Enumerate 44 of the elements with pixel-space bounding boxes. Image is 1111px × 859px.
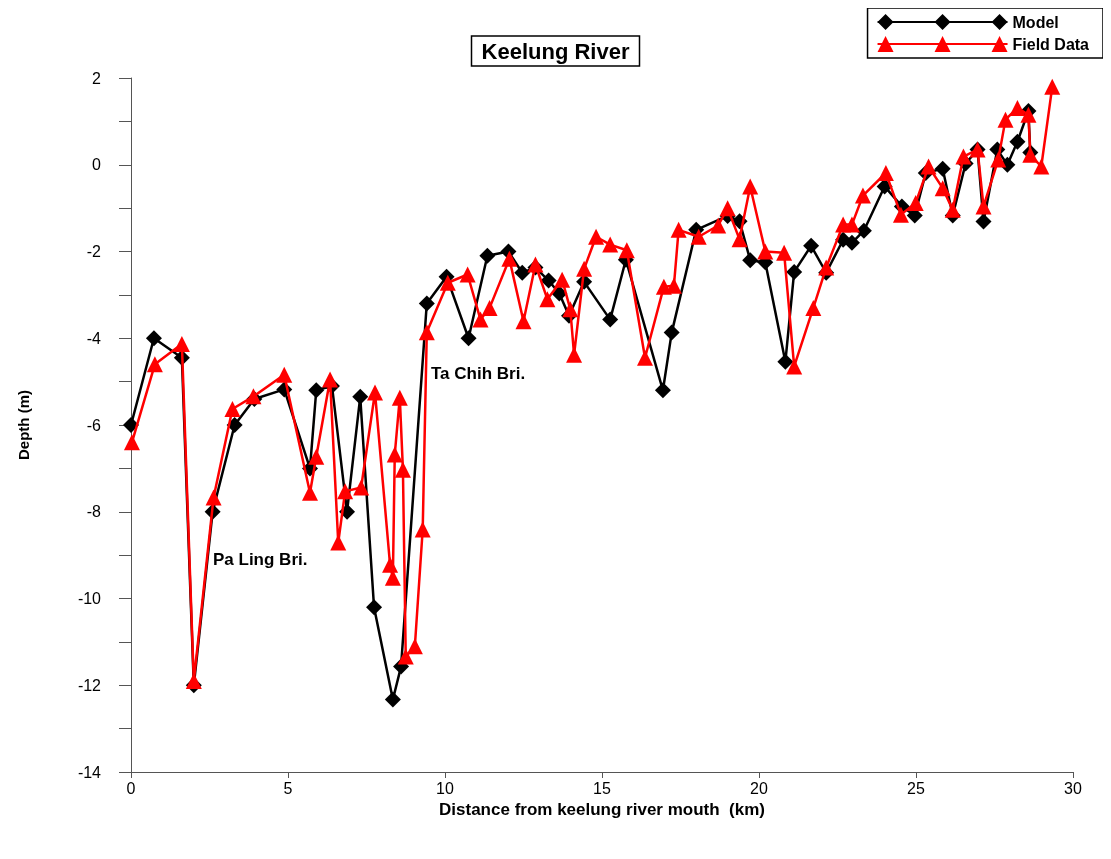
y-tick-label: -12: [77, 676, 102, 694]
x-tick-label: 30: [1064, 779, 1082, 797]
point: [777, 353, 794, 370]
legend-label: Field Data: [1012, 35, 1090, 53]
point: [352, 388, 369, 405]
x-tick-label: 10: [436, 779, 454, 797]
point: [540, 272, 557, 289]
point: [460, 330, 477, 347]
point: [145, 330, 162, 347]
chart-title: Keelung River: [481, 38, 630, 64]
y-tick-label: 2: [92, 69, 102, 87]
y-tick-label: -2: [86, 243, 102, 260]
point: [786, 263, 803, 280]
point: [975, 213, 992, 230]
point: [855, 222, 872, 239]
x-tick-label: 5: [283, 779, 293, 797]
point: [654, 382, 671, 399]
y-tick-label: -4: [86, 329, 102, 347]
point: [418, 295, 435, 312]
point: [803, 237, 820, 254]
point: [602, 311, 619, 328]
y-tick-label: -8: [86, 503, 102, 521]
y-axis-title: Depth (m): [15, 390, 32, 460]
point: [742, 252, 759, 269]
y-tick-label: -6: [86, 416, 102, 434]
x-axis-title: Distance from keelung river mouth (km): [439, 799, 765, 819]
y-tick-label: -10: [77, 590, 102, 607]
point: [308, 382, 325, 399]
annotation: Ta Chih Bri.: [431, 364, 526, 383]
x-tick-label: 15: [593, 779, 611, 797]
y-tick-label: -14: [77, 763, 102, 781]
x-tick-label: 25: [907, 779, 925, 797]
point: [934, 160, 951, 177]
annotation: Pa Ling Bri.: [213, 550, 308, 569]
point: [479, 247, 496, 264]
x-tick-label: 0: [126, 779, 136, 797]
point: [366, 599, 383, 616]
legend-label: Model: [1012, 13, 1059, 31]
point: [384, 691, 401, 708]
point: [514, 264, 531, 281]
point: [1009, 133, 1026, 150]
point: [663, 324, 680, 341]
y-tick-label: 0: [92, 156, 102, 174]
x-tick-label: 20: [750, 779, 768, 797]
